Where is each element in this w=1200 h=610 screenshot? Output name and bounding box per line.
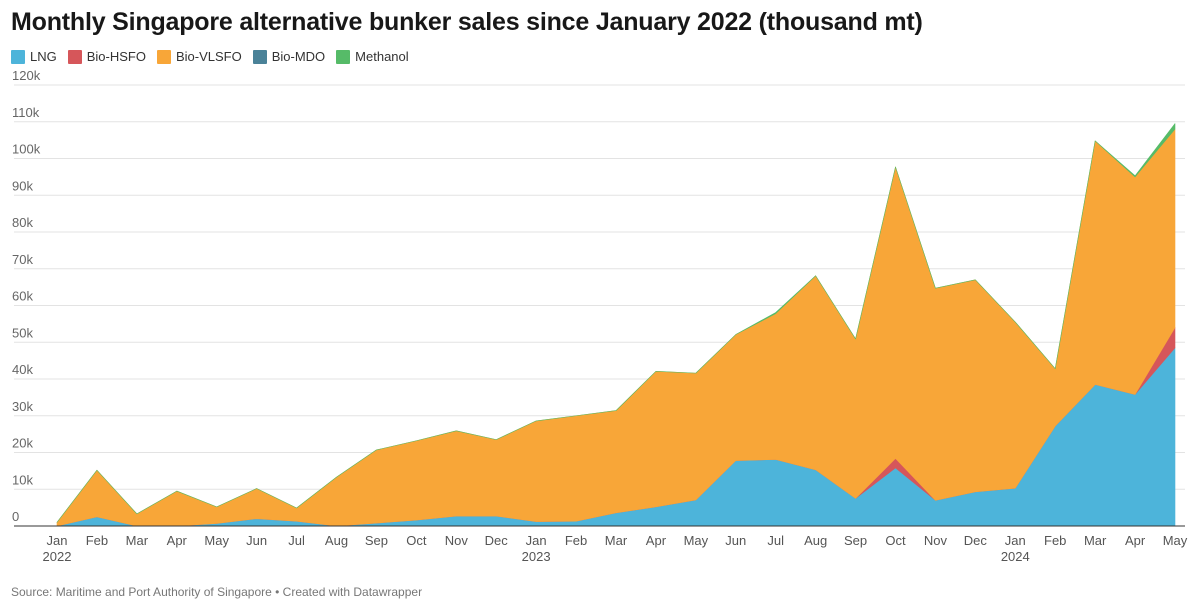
x-tick-label: May: [1163, 533, 1188, 548]
x-tick-label: Dec: [964, 533, 988, 548]
legend-swatch-bio-vlsfo: [156, 49, 171, 64]
x-tick-label: Nov: [445, 533, 469, 548]
x-tick-label: Feb: [565, 533, 587, 548]
x-year-label: 2022: [43, 549, 72, 564]
legend-item-lng: LNG: [11, 49, 57, 64]
y-tick-label: 80k: [12, 215, 33, 230]
x-tick-label: Sep: [844, 533, 867, 548]
x-tick-label: Apr: [1125, 533, 1146, 548]
y-tick-label: 90k: [12, 178, 33, 193]
y-tick-label: 20k: [12, 436, 33, 451]
x-tick-label: Jun: [246, 533, 267, 548]
y-tick-label: 10k: [12, 472, 33, 487]
legend-label-bio-mdo: Bio-MDO: [271, 49, 326, 64]
x-tick-label: Jul: [767, 533, 784, 548]
x-tick-label: Dec: [485, 533, 509, 548]
legend-label-bio-vlsfo: Bio-VLSFO: [175, 49, 242, 64]
x-tick-label: Jan: [1005, 533, 1026, 548]
x-tick-label: Jun: [725, 533, 746, 548]
x-tick-label: Mar: [605, 533, 628, 548]
area-methanol: [56, 123, 1176, 523]
x-year-label: 2023: [522, 549, 551, 564]
x-tick-label: May: [684, 533, 709, 548]
x-tick-label: Aug: [804, 533, 827, 548]
y-tick-label: 70k: [12, 252, 33, 267]
y-tick-label: 60k: [12, 289, 33, 304]
x-tick-label: Jan: [526, 533, 547, 548]
x-tick-label: Mar: [1084, 533, 1107, 548]
x-tick-label: Feb: [86, 533, 108, 548]
x-tick-label: Feb: [1044, 533, 1066, 548]
y-tick-label: 30k: [12, 399, 33, 414]
x-tick-label: Sep: [365, 533, 388, 548]
area-bio-vlsfo: [56, 128, 1176, 527]
x-tick-label: Oct: [885, 533, 906, 548]
legend-label-methanol: Methanol: [355, 49, 409, 64]
legend-label-lng: LNG: [30, 49, 57, 64]
x-tick-label: Apr: [646, 533, 667, 548]
legend-item-methanol: Methanol: [336, 49, 409, 64]
chart-title: Monthly Singapore alternative bunker sal…: [11, 8, 923, 36]
y-tick-label: 100k: [12, 142, 41, 157]
legend-swatch-methanol: [336, 49, 351, 64]
y-tick-label: 120k: [12, 68, 41, 83]
legend-swatch-lng: [11, 49, 25, 64]
x-tick-label: May: [204, 533, 229, 548]
x-tick-label: Mar: [126, 533, 149, 548]
x-tick-label: Oct: [406, 533, 427, 548]
y-tick-label: 0: [12, 509, 19, 524]
legend: LNG Bio-HSFO Bio-VLSFO Bio-MDO Methanol: [11, 49, 409, 64]
source-note: Source: Maritime and Port Authority of S…: [11, 585, 423, 599]
y-tick-label: 50k: [12, 325, 33, 340]
x-tick-label: Jan: [47, 533, 68, 548]
legend-label-bio-hsfo: Bio-HSFO: [86, 49, 146, 64]
legend-swatch-bio-hsfo: [67, 49, 82, 64]
y-tick-label: 40k: [12, 362, 33, 377]
legend-item-bio-hsfo: Bio-HSFO: [67, 49, 146, 64]
x-tick-label: Nov: [924, 533, 948, 548]
y-tick-label: 110k: [12, 105, 40, 120]
x-tick-label: Jul: [288, 533, 305, 548]
x-year-label: 2024: [1001, 549, 1030, 564]
x-tick-label: Apr: [167, 533, 188, 548]
legend-item-bio-vlsfo: Bio-VLSFO: [156, 49, 242, 64]
x-tick-label: Aug: [325, 533, 348, 548]
legend-item-bio-mdo: Bio-MDO: [252, 49, 326, 64]
legend-swatch-bio-mdo: [252, 49, 267, 64]
